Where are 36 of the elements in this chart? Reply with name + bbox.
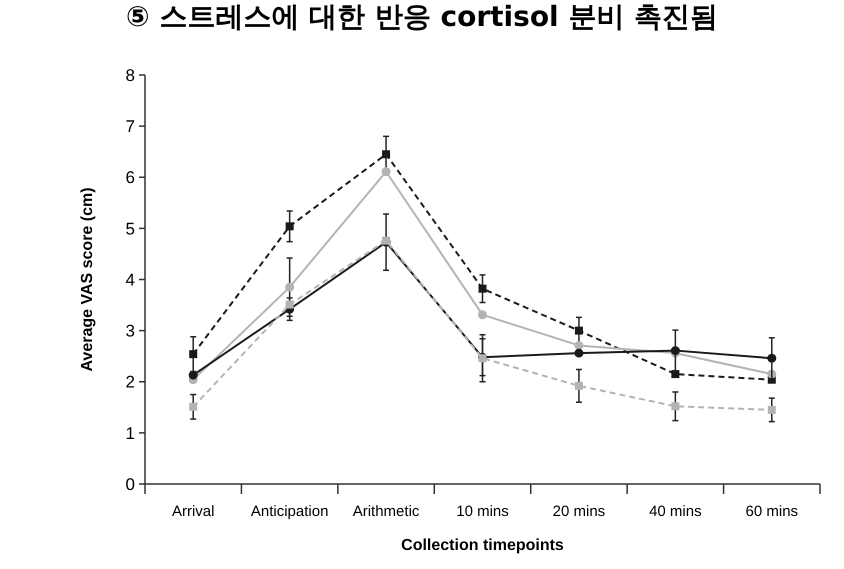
y-tick-label: 7 [126,117,135,136]
point [574,340,584,350]
chart-title: ⑤ 스트레스에 대한 반응 cortisol 분비 촉진됨 [126,0,718,33]
point [574,348,584,358]
point [286,300,294,309]
y-tick-label: 0 [126,474,135,494]
y-tick-label: 3 [126,322,135,341]
y-tick-label: 5 [126,219,135,238]
point [574,382,583,390]
x-tick-label: Arithmetic [352,503,420,520]
point [382,150,390,158]
point [478,310,487,320]
point [478,284,486,293]
y-tick-label: 1 [126,424,135,443]
y-tick-label: 2 [126,372,135,392]
x-tick-label: Arrival [172,503,214,520]
x-tick-label: Anticipation [250,503,328,520]
point [286,222,294,230]
point [767,354,776,363]
point [382,167,391,176]
x-tick-label: 60 mins [746,503,798,520]
x-tick-label: 10 mins [456,503,509,520]
y-tick-label: 8 [126,66,135,85]
point [671,402,680,410]
point [189,402,198,411]
y-tick-label: 6 [126,168,135,188]
point [768,406,776,414]
point [285,282,294,292]
y-axis-title: Average VAS score (cm) [79,187,96,372]
x-tick-label: 20 mins [552,503,606,520]
point [670,346,680,356]
point [574,326,583,335]
x-tick-label: 40 mins [649,503,702,520]
point [189,350,198,358]
y-tick-label: 4 [126,270,135,290]
x-axis-title: Collection timepoints [401,537,564,554]
